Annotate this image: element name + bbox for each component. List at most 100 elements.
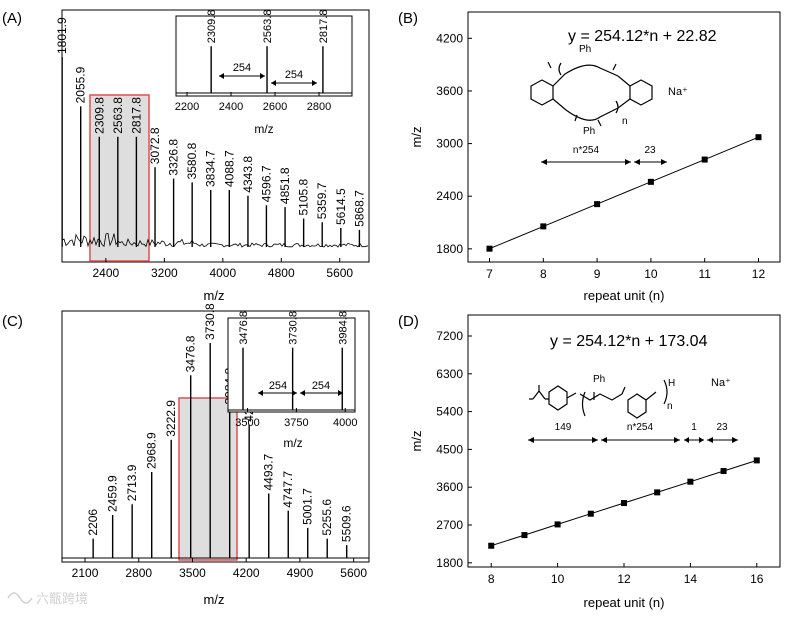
panel-c: (C) 2206 2459.9 2713.9 2968.9 3222.9 3476.8 37… bbox=[2, 303, 370, 607]
watermark: 六甑跨境 bbox=[7, 591, 88, 606]
panel-a-tick-label-4: 5600 bbox=[326, 266, 353, 280]
panel-b-point-3 bbox=[647, 178, 654, 185]
panel-b-frame bbox=[467, 11, 781, 263]
panel-b-structure-label-na: Na⁺ bbox=[668, 86, 688, 98]
panel-a-inset-peak-label-0: 2309.8 bbox=[206, 10, 218, 44]
panel-d-bracket-label-149: 149 bbox=[555, 422, 572, 433]
panel-b-repeat-brackets bbox=[558, 62, 619, 114]
panel-d-structure-label-na: Na⁺ bbox=[711, 377, 731, 389]
panel-a-peak-label-15: 5614.5 bbox=[334, 188, 348, 225]
panel-a-inset-spacing-label-2: 254 bbox=[285, 69, 303, 81]
panel-b-upper-ester-chain bbox=[552, 64, 631, 87]
panel-d-y-tick-label-4: 5400 bbox=[436, 405, 463, 419]
panel-c-peak-label-13: 5509.6 bbox=[340, 505, 354, 542]
panel-a-inset-tick-label-2: 2600 bbox=[263, 101, 287, 113]
panel-d-bracket-label-n254: n*254 bbox=[627, 422, 654, 433]
panel-a-peak-label-14: 5359.7 bbox=[315, 182, 329, 219]
panel-c-frame bbox=[61, 310, 370, 563]
panel-b-bracket-label-23: 23 bbox=[644, 145, 656, 156]
panel-a-noise-trace bbox=[61, 232, 369, 248]
panel-a-peaks: 1801.9 2055.9 2309.8 2563.8 2817.8 3072.8 3326… bbox=[55, 17, 366, 247]
panel-c-x-ticks: 2100 2800 3500 4200 4900 5600 bbox=[72, 558, 367, 580]
panel-c-inset-tick-label-0: 3500 bbox=[235, 417, 259, 429]
panel-b-y-ticks: 1800 2400 3000 3600 4200 bbox=[436, 31, 472, 256]
panel-d-y-tick-label-2: 3600 bbox=[436, 480, 463, 494]
panel-d-phenoxy-ring bbox=[548, 385, 568, 411]
panel-a-inset: 2309.8 2563.8 2817.8 2200 2400 2600 2800 m/z … bbox=[175, 10, 353, 136]
panel-c-inset-x-axis-label: m/z bbox=[283, 436, 302, 450]
panel-b-point-2 bbox=[594, 201, 601, 208]
panel-d-y-axis-label: m/z bbox=[409, 431, 424, 452]
panel-a-peak-label-10: 4343.8 bbox=[241, 156, 255, 193]
panel-c-peak-label-10: 4747.7 bbox=[281, 471, 295, 508]
panel-a-inset-peak-label-1: 2563.8 bbox=[262, 10, 274, 44]
panel-d-y-tick-label-5: 6300 bbox=[436, 367, 463, 381]
panel-d-repeat-brackets bbox=[581, 379, 668, 417]
panel-b-lower-ester-chain bbox=[552, 98, 631, 121]
panel-b-point-5 bbox=[755, 134, 762, 141]
panel-c-inset-peak-label-2: 3984.8 bbox=[337, 311, 349, 345]
panel-b-y-tick-label-2: 3000 bbox=[436, 137, 463, 151]
panel-c-inset-arrowheads-2 bbox=[300, 390, 343, 396]
panel-b-structure-drawing bbox=[530, 61, 653, 127]
panel-a-peak-label-13: 5105.8 bbox=[297, 178, 311, 215]
panel-b-x-tick-label-1: 8 bbox=[540, 267, 547, 281]
panel-c-tick-label-1: 2800 bbox=[125, 566, 152, 580]
panel-c-tick-label-5: 5600 bbox=[340, 566, 367, 580]
panel-c-peak-label-11: 5001.7 bbox=[301, 488, 315, 525]
panel-a-inset-spacing-label-1: 254 bbox=[233, 62, 251, 74]
panel-b-right-benzene-ring bbox=[629, 79, 653, 106]
panel-d-x-tick-label-4: 16 bbox=[750, 572, 764, 586]
panel-c-inset-peak-label-1: 3730.8 bbox=[288, 311, 300, 345]
panel-a-inset-tick-label-1: 2400 bbox=[219, 101, 243, 113]
panel-c-inset-spacing-label-1: 254 bbox=[269, 380, 287, 392]
panel-b-x-tick-label-0: 7 bbox=[486, 267, 493, 281]
panel-d-x-ticks: 8 10 12 14 16 bbox=[488, 563, 764, 586]
panel-d-label: (D) bbox=[398, 313, 419, 330]
panel-b-x-ticks: 7 8 9 10 11 12 bbox=[486, 258, 765, 281]
panel-b-y-tick-label-1: 2400 bbox=[436, 189, 463, 203]
watermark-text: 六甑跨境 bbox=[36, 591, 88, 606]
panel-d-ester-chain bbox=[566, 386, 626, 401]
panel-d-benzoyl-ring bbox=[627, 393, 647, 419]
panel-b-point-4 bbox=[701, 156, 708, 163]
panel-d-point-1 bbox=[521, 532, 528, 539]
panel-a-peak-label-6: 3326.8 bbox=[167, 139, 181, 176]
panel-a-inset-arrowheads-1 bbox=[219, 73, 265, 79]
panel-c-peak-label-12: 5255.6 bbox=[320, 499, 334, 536]
panel-a: (A) 1801.9 2055.9 2309.8 2563.8 2817.8 3072.8… bbox=[2, 9, 370, 303]
panel-c-inset-peaks: 3476.8 3730.8 3984.8 bbox=[238, 311, 349, 410]
panel-b-left-benzene-ring bbox=[530, 79, 554, 106]
panel-d-x-tick-label-0: 8 bbox=[488, 572, 495, 586]
panel-c-inset-tick-label-1: 3750 bbox=[284, 417, 308, 429]
panel-c-highlight-box bbox=[178, 397, 238, 561]
panel-a-inset-x-ticks: 2200 2400 2600 2800 bbox=[175, 92, 331, 113]
panel-b-x-tick-label-4: 11 bbox=[698, 267, 711, 281]
panel-a-baseline-noise bbox=[61, 232, 369, 248]
panel-d-bracket-label-1: 1 bbox=[691, 422, 697, 433]
panel-a-peak-label-3: 2563.8 bbox=[111, 97, 125, 134]
panel-b-label: (B) bbox=[398, 10, 418, 27]
panel-b-structure-label-ph-top: Ph bbox=[579, 44, 591, 55]
panel-a-peak-label-11: 4596.7 bbox=[259, 165, 273, 202]
panel-b-fit-line bbox=[489, 136, 759, 250]
panel-d-point-3 bbox=[587, 510, 594, 517]
panel-d-point-0 bbox=[488, 542, 495, 549]
panel-a-label: (A) bbox=[2, 10, 22, 27]
panel-a-peak-label-2: 2309.8 bbox=[92, 97, 106, 134]
panel-d-y-ticks: 1800 2700 3600 4500 5400 6300 7200 bbox=[436, 329, 472, 570]
panel-b-carbonyl-bonds bbox=[547, 61, 617, 127]
panel-a-peak-label-8: 3834.7 bbox=[204, 150, 218, 187]
panel-b-structure-label-ph-bottom: Ph bbox=[583, 126, 595, 137]
panel-b-point-1 bbox=[540, 223, 547, 230]
panel-c-peak-label-1: 2459.9 bbox=[106, 475, 120, 512]
panel-b-y-tick-label-3: 3600 bbox=[436, 84, 463, 98]
panel-c-x-axis-label: m/z bbox=[204, 592, 225, 607]
panel-b-equation: y = 254.12*n + 22.82 bbox=[568, 28, 717, 45]
panel-b-x-tick-label-3: 10 bbox=[644, 267, 658, 281]
panel-b-x-axis-label: repeat unit (n) bbox=[584, 288, 665, 303]
panel-d-x-axis-label: repeat unit (n) bbox=[584, 595, 665, 610]
panel-d-bracket-label-23: 23 bbox=[716, 422, 728, 433]
panel-c-tick-label-0: 2100 bbox=[72, 566, 99, 580]
